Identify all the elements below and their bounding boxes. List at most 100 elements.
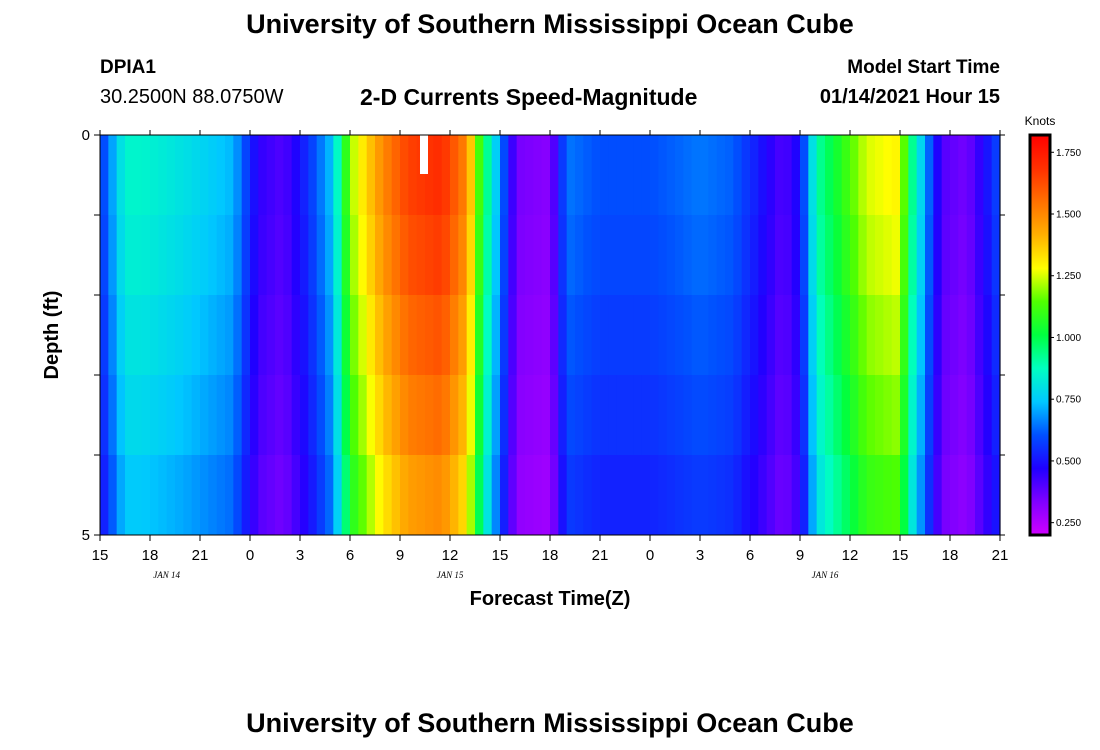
- heatmap-cell: [408, 135, 418, 216]
- heatmap-cell: [416, 375, 426, 456]
- heatmap-cell: [916, 215, 926, 296]
- heatmap-cell: [983, 375, 993, 456]
- heatmap-cell: [216, 375, 226, 456]
- heatmap-cell: [525, 375, 534, 456]
- heatmap-cell: [391, 135, 401, 216]
- heatmap-cell: [550, 135, 559, 216]
- heatmap-cell: [191, 135, 201, 216]
- heatmap-cell: [241, 455, 251, 536]
- heatmap-cell: [183, 295, 193, 376]
- heatmap-cell: [466, 215, 476, 296]
- heatmap-cell: [141, 295, 151, 376]
- heatmap-cell: [491, 295, 501, 376]
- heatmap-cell: [591, 455, 601, 536]
- heatmap-cell: [800, 135, 809, 216]
- heatmap-cell: [358, 295, 368, 376]
- heatmap-cell: [766, 215, 776, 296]
- heatmap-cell: [350, 375, 359, 456]
- plot-title: 2-D Currents Speed-Magnitude: [360, 84, 698, 110]
- heatmap-cell: [891, 375, 901, 456]
- heatmap-cell: [850, 135, 859, 216]
- heatmap-cell: [708, 455, 718, 536]
- heatmap-cell: [708, 375, 718, 456]
- heatmap-cell: [691, 135, 701, 216]
- heatmap-cell: [758, 215, 768, 296]
- heatmap-cell: [625, 295, 634, 376]
- heatmap-cell: [241, 375, 251, 456]
- heatmap-cell: [925, 135, 934, 216]
- heatmap-cell: [650, 295, 659, 376]
- heatmap-cell: [575, 295, 584, 376]
- heatmap-cell: [233, 215, 243, 296]
- heatmap-cell: [550, 375, 559, 456]
- heatmap-cell: [175, 455, 184, 536]
- heatmap-cell: [483, 135, 493, 216]
- heatmap-cell: [133, 295, 143, 376]
- heatmap-cell: [616, 455, 626, 536]
- x-tick-label: 21: [992, 547, 1009, 564]
- heatmap-cell: [283, 375, 293, 456]
- heatmap-cell: [716, 375, 726, 456]
- heatmap-cell: [991, 215, 1001, 296]
- heatmap-cell: [933, 375, 943, 456]
- heatmap-cell: [608, 135, 618, 216]
- heatmap-cell: [741, 135, 751, 216]
- heatmap-cell: [116, 455, 126, 536]
- heatmap-cell: [200, 215, 209, 296]
- heatmap-cell: [533, 215, 543, 296]
- heatmap-cell: [975, 135, 984, 216]
- heatmap-cell: [858, 295, 868, 376]
- heatmap-cell: [666, 375, 676, 456]
- heatmap-cell: [841, 295, 851, 376]
- heatmap-cell: [683, 295, 693, 376]
- heatmap-cell: [100, 215, 109, 296]
- heatmap-cell: [725, 455, 734, 536]
- heatmap-cell: [816, 295, 826, 376]
- heatmap-cell: [566, 135, 576, 216]
- heatmap-cell: [275, 455, 284, 536]
- heatmap-cell: [416, 215, 426, 296]
- heatmap-cell: [716, 295, 726, 376]
- heatmap-cell: [400, 455, 409, 536]
- heatmap-cell: [250, 375, 259, 456]
- heatmap-cell: [400, 375, 409, 456]
- heatmap-cell: [150, 295, 159, 376]
- heatmap-cell: [225, 375, 234, 456]
- heatmap-cell: [875, 455, 884, 536]
- heatmap-cell: [983, 215, 993, 296]
- heatmap-cell: [775, 135, 784, 216]
- heatmap-cell: [525, 455, 534, 536]
- heatmap-cell: [341, 375, 351, 456]
- heatmap-cell: [433, 295, 443, 376]
- heatmap-cell: [475, 135, 484, 216]
- heatmap-cell: [566, 215, 576, 296]
- heatmap-cell: [475, 295, 484, 376]
- heatmap-cell: [766, 455, 776, 536]
- heatmap-cell: [283, 215, 293, 296]
- heatmap-cell: [500, 455, 509, 536]
- heatmap-cell: [533, 295, 543, 376]
- heatmap-cell: [575, 455, 584, 536]
- heatmap-cell: [725, 215, 734, 296]
- heatmap-cell: [150, 135, 159, 216]
- heatmap-cell: [966, 375, 976, 456]
- heatmap-cell: [291, 135, 301, 216]
- x-tick-label: 18: [942, 547, 959, 564]
- heatmap-cell: [483, 215, 493, 296]
- heatmap-cell: [441, 295, 451, 376]
- heatmap-cell: [283, 295, 293, 376]
- heatmap-cell: [141, 455, 151, 536]
- heatmap-cell: [625, 135, 634, 216]
- heatmap-cell: [941, 215, 951, 296]
- heatmap-cells: [100, 135, 1001, 536]
- heatmap-cell: [691, 215, 701, 296]
- heatmap-cell: [700, 135, 709, 216]
- heatmap-cell: [491, 135, 501, 216]
- heatmap-cell: [366, 215, 376, 296]
- heatmap-cell: [200, 455, 209, 536]
- heatmap-cell: [275, 375, 284, 456]
- heatmap-cell: [141, 135, 151, 216]
- heatmap-cell: [991, 455, 1001, 536]
- heatmap-cell: [250, 455, 259, 536]
- heatmap-cell: [675, 455, 684, 536]
